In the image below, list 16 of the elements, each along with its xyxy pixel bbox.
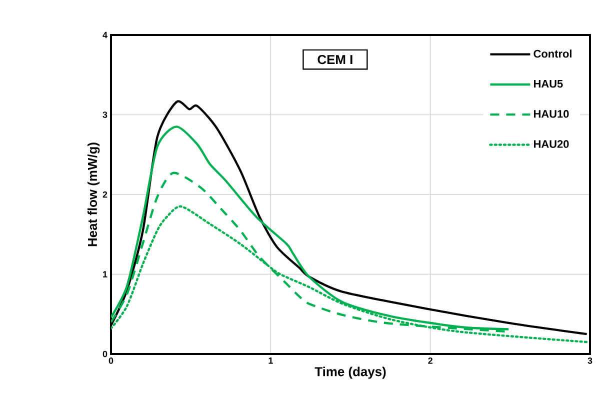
x-tick-label: 1 — [268, 358, 273, 364]
y-tick-label: 3 — [102, 112, 108, 118]
legend-label: HAU5 — [534, 80, 563, 88]
y-tick-label: 2 — [102, 191, 108, 198]
x-axis-title: Time (days) — [314, 366, 386, 379]
legend-label: HAU10 — [534, 110, 569, 118]
y-tick-label: 1 — [103, 271, 108, 278]
legend-label: HAU20 — [534, 140, 569, 148]
y-tick-label: 4 — [102, 32, 108, 38]
y-tick-label: 0 — [102, 350, 108, 358]
x-tick-label: 3 — [588, 358, 592, 364]
y-axis-title: Heat flow (mW/g) — [88, 142, 100, 246]
x-tick-label: 0 — [108, 358, 114, 364]
legend-label: Control — [534, 50, 572, 58]
x-tick-label: 2 — [428, 358, 432, 364]
annotation: CEM I — [318, 54, 352, 64]
